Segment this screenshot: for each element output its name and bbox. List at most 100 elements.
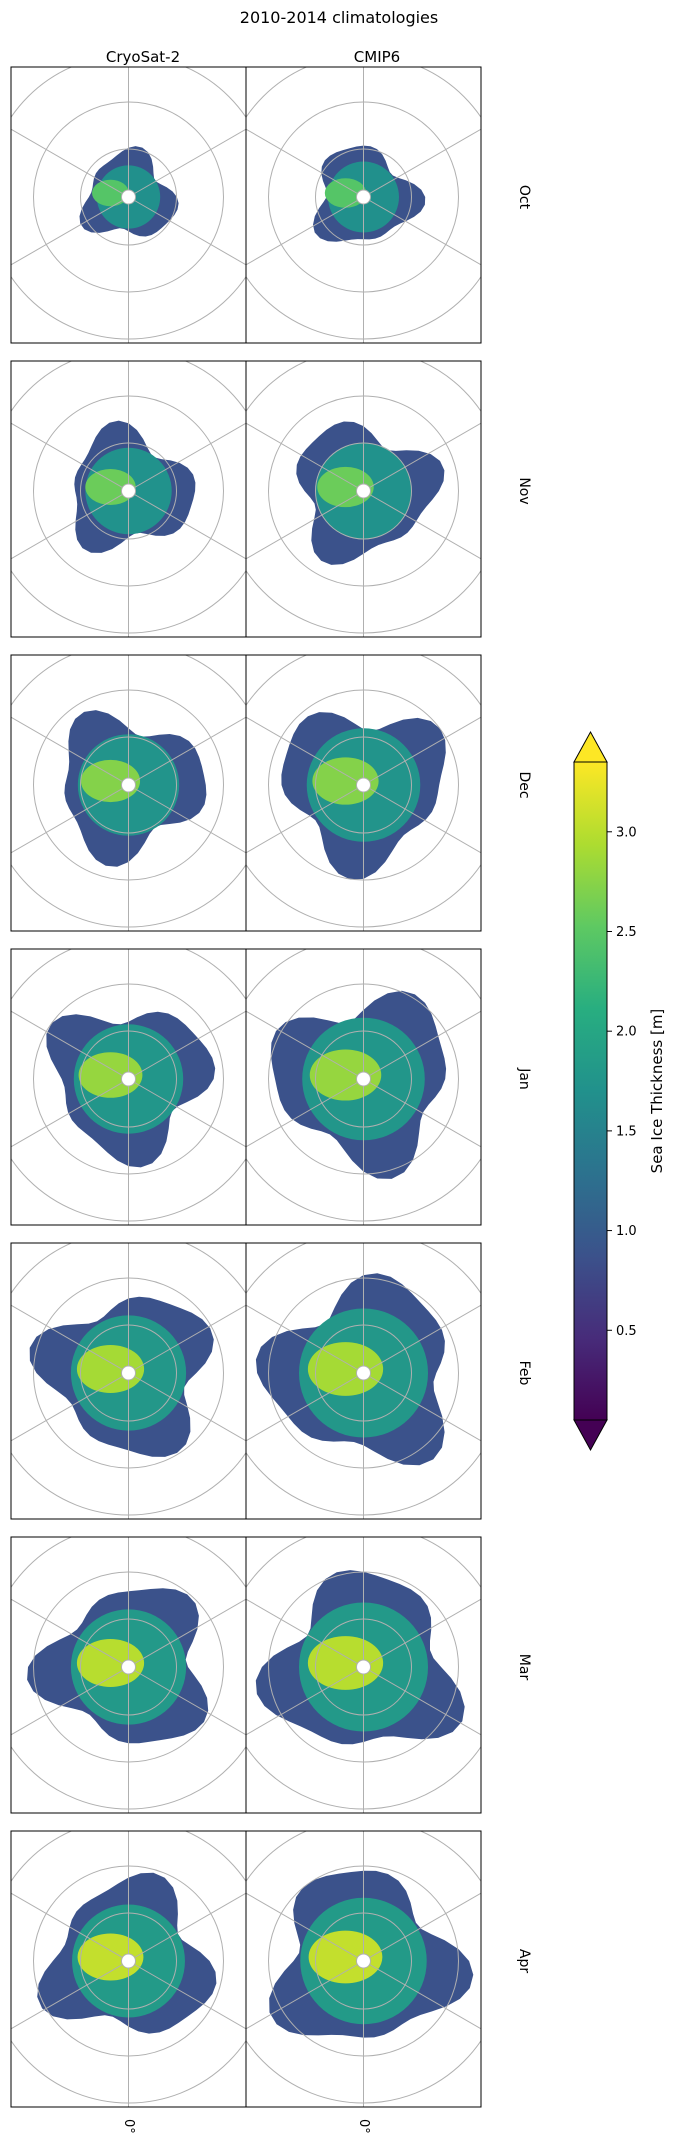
pole-hole bbox=[356, 483, 371, 499]
sea-ice-thick bbox=[76, 1345, 145, 1393]
longitude-gridline bbox=[246, 1666, 364, 1736]
colorbar-tick-label: 2.5 bbox=[616, 925, 637, 940]
map-panel-cryosat-2-oct bbox=[10, 66, 247, 344]
colorbar-tick-label: 0.5 bbox=[616, 1324, 637, 1339]
longitude-gridline bbox=[11, 128, 129, 198]
map-panel-cmip6-jan bbox=[245, 948, 482, 1226]
map-panel-cmip6-oct bbox=[245, 66, 482, 344]
longitude-gridline bbox=[11, 1892, 129, 1962]
row-label-jan: Jan bbox=[516, 1067, 532, 1090]
colorbar-tick-label: 1.0 bbox=[616, 1224, 637, 1239]
sea-ice-thick bbox=[307, 1636, 384, 1690]
sea-ice-thick bbox=[78, 1052, 143, 1098]
longitude-gridline bbox=[363, 196, 481, 266]
longitude-gridline bbox=[11, 1598, 129, 1668]
longitude-gridline bbox=[246, 422, 364, 492]
column-title-cryosat2: CryoSat-2 bbox=[106, 48, 180, 66]
map-panels: Oct Nov Dec Jan Feb Mar Apr 0° 0° bbox=[10, 66, 532, 2134]
longitude-gridline bbox=[128, 1960, 246, 2030]
chart-title: 2010-2014 climatologies bbox=[240, 8, 438, 27]
map-panel-cmip6-mar bbox=[245, 1536, 482, 1814]
longitude-gridline bbox=[128, 196, 246, 266]
longitude-gridline bbox=[128, 422, 246, 492]
colorbar-label: Sea Ice Thickness [m] bbox=[648, 1009, 666, 1174]
pole-hole bbox=[121, 483, 136, 499]
longitude-gridline bbox=[363, 1078, 481, 1148]
longitude-gridline bbox=[11, 1304, 129, 1374]
pole-hole bbox=[356, 1659, 371, 1675]
sea-ice-thick bbox=[324, 178, 367, 208]
longitude-gridline bbox=[11, 716, 129, 786]
pole-hole bbox=[121, 189, 136, 205]
longitude-gridline bbox=[128, 1598, 246, 1668]
map-panel-cryosat-2-mar bbox=[10, 1536, 247, 1814]
panel-frame bbox=[245, 1830, 482, 2108]
longitude-gridline bbox=[363, 1892, 481, 1962]
longitude-gridline bbox=[128, 1304, 246, 1374]
column-title-cmip6: CMIP6 bbox=[354, 48, 400, 66]
longitude-gridline bbox=[246, 1078, 364, 1148]
longitude-gridline bbox=[11, 1078, 129, 1148]
map-panel-cmip6-feb bbox=[245, 1242, 482, 1520]
longitude-gridline bbox=[363, 1010, 481, 1080]
longitude-gridline bbox=[363, 422, 481, 492]
longitude-gridline bbox=[11, 1666, 129, 1736]
row-label-nov: Nov bbox=[516, 477, 532, 504]
pole-hole bbox=[356, 189, 371, 205]
longitude-gridline bbox=[246, 1960, 364, 2030]
map-panel-cryosat-2-apr bbox=[10, 1830, 247, 2108]
bottom-tick-label: 0° bbox=[356, 2119, 371, 2134]
map-panel-cryosat-2-feb bbox=[10, 1242, 247, 1520]
map-panel-cryosat-2-dec bbox=[10, 654, 247, 932]
map-panel-cryosat-2-jan bbox=[10, 948, 247, 1226]
colorbar: 0.5 1.0 1.5 2.0 2.5 3.0 Sea Ice Thickness [m] bbox=[573, 730, 666, 1452]
row-label-apr: Apr bbox=[516, 1949, 532, 1973]
longitude-gridline bbox=[246, 490, 364, 560]
longitude-gridline bbox=[363, 1304, 481, 1374]
longitude-gridline bbox=[246, 1304, 364, 1374]
row-label-mar: Mar bbox=[516, 1654, 532, 1681]
longitude-gridline bbox=[128, 1892, 246, 1962]
sea-ice-thick bbox=[76, 1639, 145, 1687]
longitude-gridline bbox=[11, 490, 129, 560]
longitude-gridline bbox=[11, 784, 129, 854]
colorbar-extend-min bbox=[573, 1419, 608, 1452]
map-panel-cmip6-apr bbox=[245, 1830, 482, 2108]
panel-frame bbox=[245, 360, 482, 638]
panel-frame bbox=[245, 654, 482, 932]
colorbar-tick-label: 2.0 bbox=[616, 1025, 637, 1040]
pole-hole bbox=[356, 1365, 371, 1381]
longitude-gridline bbox=[11, 1372, 129, 1442]
pole-hole bbox=[121, 1953, 136, 1969]
longitude-gridline bbox=[246, 1598, 364, 1668]
sea-ice-thick bbox=[77, 1933, 144, 1981]
longitude-gridline bbox=[363, 490, 481, 560]
longitude-gridline bbox=[363, 1598, 481, 1668]
longitude-gridline bbox=[128, 1666, 246, 1736]
longitude-gridline bbox=[128, 1010, 246, 1080]
sea-ice-thick bbox=[307, 1342, 384, 1396]
longitude-gridline bbox=[128, 1078, 246, 1148]
longitude-gridline bbox=[246, 1372, 364, 1442]
row-label-oct: Oct bbox=[516, 185, 532, 210]
bottom-tick-label: 0° bbox=[121, 2119, 136, 2134]
row-label-feb: Feb bbox=[516, 1361, 532, 1386]
longitude-gridline bbox=[246, 784, 364, 854]
longitude-gridline bbox=[128, 128, 246, 198]
pole-hole bbox=[356, 1953, 371, 1969]
map-panel-cmip6-dec bbox=[245, 654, 482, 932]
longitude-gridline bbox=[246, 1010, 364, 1080]
panel-frame bbox=[245, 66, 482, 344]
longitude-gridline bbox=[246, 128, 364, 198]
pole-hole bbox=[356, 1071, 371, 1087]
longitude-gridline bbox=[128, 490, 246, 560]
colorbar-extend-max bbox=[573, 730, 608, 763]
colorbar-body bbox=[573, 761, 608, 1421]
sea-ice-thick bbox=[312, 757, 379, 805]
longitude-gridline bbox=[11, 196, 129, 266]
sea-ice-thick bbox=[92, 179, 129, 207]
longitude-gridline bbox=[363, 1666, 481, 1736]
longitude-gridline bbox=[363, 716, 481, 786]
longitude-gridline bbox=[246, 1892, 364, 1962]
panel-frame bbox=[245, 1242, 482, 1520]
